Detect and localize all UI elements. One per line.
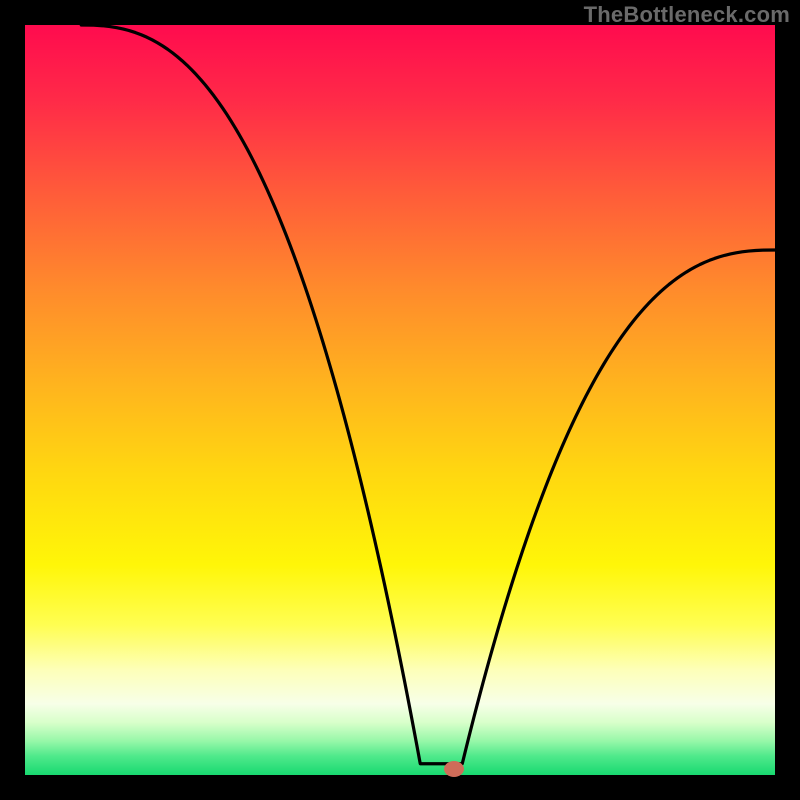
optimum-marker bbox=[444, 761, 464, 777]
watermark-text: TheBottleneck.com bbox=[584, 2, 790, 28]
bottleneck-chart bbox=[0, 0, 800, 800]
chart-container: TheBottleneck.com bbox=[0, 0, 800, 800]
